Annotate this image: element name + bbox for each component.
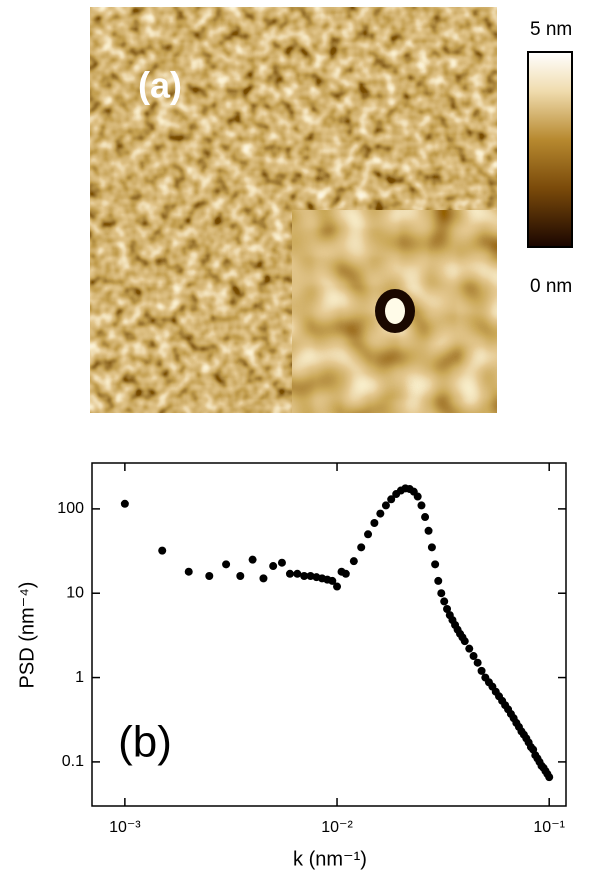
data-point [248,555,257,564]
y-tick-label: 0.1 [62,753,84,770]
data-point [437,589,446,598]
data-point [341,569,350,578]
data-point [460,637,469,646]
y-axis-label: PSD (nm⁻⁴) [16,582,38,689]
x-tick-label: 10⁻³ [109,819,141,836]
data-point [465,644,474,653]
data-point [328,576,337,585]
data-point [259,574,268,583]
y-tick-label: 100 [57,500,84,517]
data-point [158,546,167,555]
x-axis-label: k (nm⁻¹) [293,848,367,870]
x-tick-label: 10⁻¹ [533,819,565,836]
data-point [431,560,440,569]
data-point [236,572,245,581]
data-point [443,605,452,614]
data-point [376,509,385,518]
colorbar-min: 0 nm [530,276,572,297]
data-point [306,572,315,581]
data-point [413,492,422,501]
data-point [333,582,342,591]
data-point [285,569,294,578]
data-point [277,558,286,567]
data-point [364,530,373,539]
data-point [205,572,214,581]
data-point [473,658,482,667]
data-point [184,567,193,576]
data-point [440,597,449,606]
plot-frame [91,462,567,807]
data-point [300,572,309,581]
data-point [269,562,278,571]
inset-center [385,298,405,324]
data-point [417,501,426,510]
y-tick-label: 10 [66,584,84,601]
data-point [424,526,433,535]
data-point [545,773,554,782]
data-point [293,569,302,578]
data-point [120,499,129,508]
data-point [477,666,486,675]
data-point [349,557,358,566]
data-point [381,501,390,510]
data-point [222,560,231,569]
data-point [434,576,443,585]
panel-label: (a) [138,65,182,106]
colorbar-max: 5 nm [530,19,572,40]
data-point [469,652,478,661]
data-point [370,519,379,528]
colorbar [527,51,573,248]
data-point [357,543,366,552]
y-tick-label: 1 [75,669,84,686]
data-point [387,495,396,504]
data-point [421,513,430,522]
panel-label: (b) [118,718,172,767]
x-tick-label: 10⁻² [321,819,353,836]
data-point [427,543,436,552]
